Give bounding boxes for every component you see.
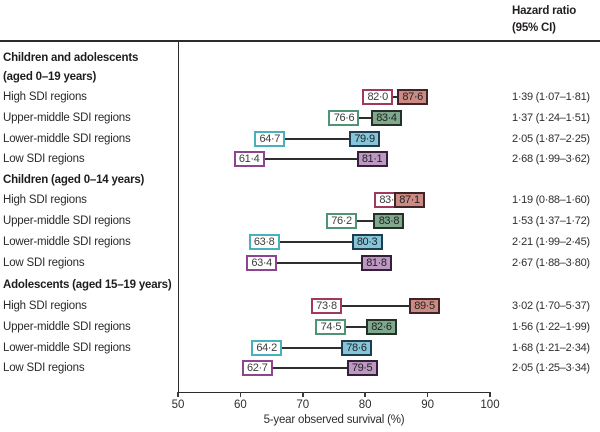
row-label: Low SDI regions bbox=[3, 257, 85, 269]
row-label: Upper-middle SDI regions bbox=[3, 215, 131, 227]
row-label: High SDI regions bbox=[3, 91, 87, 103]
hazard-ratio-value: 1·68 (1·21–2·34) bbox=[512, 342, 590, 354]
connector-line bbox=[343, 117, 387, 119]
open-value-box: 73·8 bbox=[311, 298, 342, 314]
x-axis-tick-label: 50 bbox=[171, 399, 185, 411]
filled-value-box: 83·8 bbox=[373, 213, 405, 229]
section-header: (aged 0–19 years) bbox=[3, 71, 97, 83]
hazard-ratio-value: 1·56 (1·22–1·99) bbox=[512, 321, 590, 333]
connector-line bbox=[249, 158, 373, 160]
x-axis-tick-label: 80 bbox=[358, 399, 372, 411]
hazard-ratio-value: 2·68 (1·99–3·62) bbox=[512, 153, 590, 165]
open-value-box: 62·7 bbox=[241, 360, 273, 376]
open-value-box: 63·8 bbox=[248, 234, 280, 250]
row-label: Lower-middle SDI regions bbox=[3, 236, 131, 248]
filled-value-box: 87·1 bbox=[394, 192, 425, 208]
hazard-ratio-value: 1·39 (1·07–1·81) bbox=[512, 91, 590, 103]
section-header: Children (aged 0–14 years) bbox=[3, 174, 145, 186]
filled-value-box: 80·3 bbox=[351, 234, 383, 250]
open-value-box: 64·2 bbox=[251, 340, 283, 356]
x-axis-tick bbox=[177, 392, 179, 397]
hazard-ratio-value: 1·37 (1·24–1·51) bbox=[512, 112, 590, 124]
filled-value-box: 78·6 bbox=[340, 340, 372, 356]
row-label: Upper-middle SDI regions bbox=[3, 112, 131, 124]
filled-value-box: 79·9 bbox=[349, 131, 381, 147]
row-label: High SDI regions bbox=[3, 300, 87, 312]
connector-line bbox=[264, 241, 368, 243]
filled-value-box: 87·6 bbox=[397, 89, 429, 105]
row-label: Lower-middle SDI regions bbox=[3, 342, 131, 354]
open-value-box: 64·7 bbox=[254, 131, 286, 147]
top-rule bbox=[0, 40, 600, 42]
connector-line bbox=[269, 138, 365, 140]
filled-value-box: 82·6 bbox=[365, 319, 397, 335]
filled-value-box: 83·4 bbox=[370, 110, 402, 126]
row-label: Lower-middle SDI regions bbox=[3, 133, 131, 145]
filled-value-box: 89·5 bbox=[408, 298, 440, 314]
open-value-box: 76·6 bbox=[328, 110, 360, 126]
section-header: Children and adolescents bbox=[3, 52, 139, 64]
filled-value-box: 81·8 bbox=[360, 255, 392, 271]
hazard-ratio-value: 3·02 (1·70–5·37) bbox=[512, 300, 590, 312]
x-axis-tick bbox=[489, 392, 491, 397]
x-axis-line bbox=[177, 391, 491, 394]
hazard-ratio-header-line2: (95% CI) bbox=[512, 22, 556, 34]
open-value-box: 63·4 bbox=[246, 255, 278, 271]
x-axis-tick-label: 70 bbox=[296, 399, 310, 411]
open-value-box: 82·0 bbox=[362, 89, 394, 105]
hazard-ratio-value: 1·53 (1·37–1·72) bbox=[512, 215, 590, 227]
open-value-box: 76·2 bbox=[325, 213, 357, 229]
x-axis-title: 5-year observed survival (%) bbox=[263, 414, 405, 426]
row-label: Low SDI regions bbox=[3, 362, 85, 374]
connector-line bbox=[326, 305, 425, 307]
connector-line bbox=[341, 220, 389, 222]
x-axis-tick-label: 100 bbox=[480, 399, 500, 411]
row-label: Upper-middle SDI regions bbox=[3, 321, 131, 333]
hazard-ratio-value: 1·19 (0·88–1·60) bbox=[512, 194, 590, 206]
hazard-ratio-value: 2·05 (1·87–2·25) bbox=[512, 133, 590, 145]
section-header: Adolescents (aged 15–19 years) bbox=[3, 279, 172, 291]
hazard-ratio-header-line1: Hazard ratio bbox=[512, 5, 577, 17]
hazard-ratio-value: 2·05 (1·25–3·34) bbox=[512, 362, 590, 374]
x-axis-tick bbox=[302, 392, 304, 397]
hazard-ratio-value: 2·67 (1·88–3·80) bbox=[512, 257, 590, 269]
x-axis-tick-label: 90 bbox=[421, 399, 434, 411]
open-value-box: 61·4 bbox=[233, 151, 265, 167]
connector-line bbox=[377, 96, 413, 98]
x-axis-tick bbox=[239, 392, 242, 397]
x-axis-tick bbox=[364, 392, 366, 397]
connector-line bbox=[257, 367, 363, 369]
x-axis-tick-label: 60 bbox=[233, 399, 247, 411]
y-axis-spine bbox=[177, 40, 180, 393]
filled-value-box: 79·5 bbox=[346, 360, 378, 376]
open-value-box: 74·5 bbox=[315, 319, 347, 335]
x-axis-tick bbox=[426, 392, 429, 397]
row-label: High SDI regions bbox=[3, 194, 87, 206]
connector-line bbox=[330, 326, 382, 328]
filled-value-box: 81·1 bbox=[356, 151, 388, 167]
row-label: Low SDI regions bbox=[3, 153, 85, 165]
hazard-ratio-value: 2·21 (1·99–2·45) bbox=[512, 236, 590, 248]
connector-line bbox=[261, 262, 377, 264]
connector-line bbox=[266, 347, 357, 349]
